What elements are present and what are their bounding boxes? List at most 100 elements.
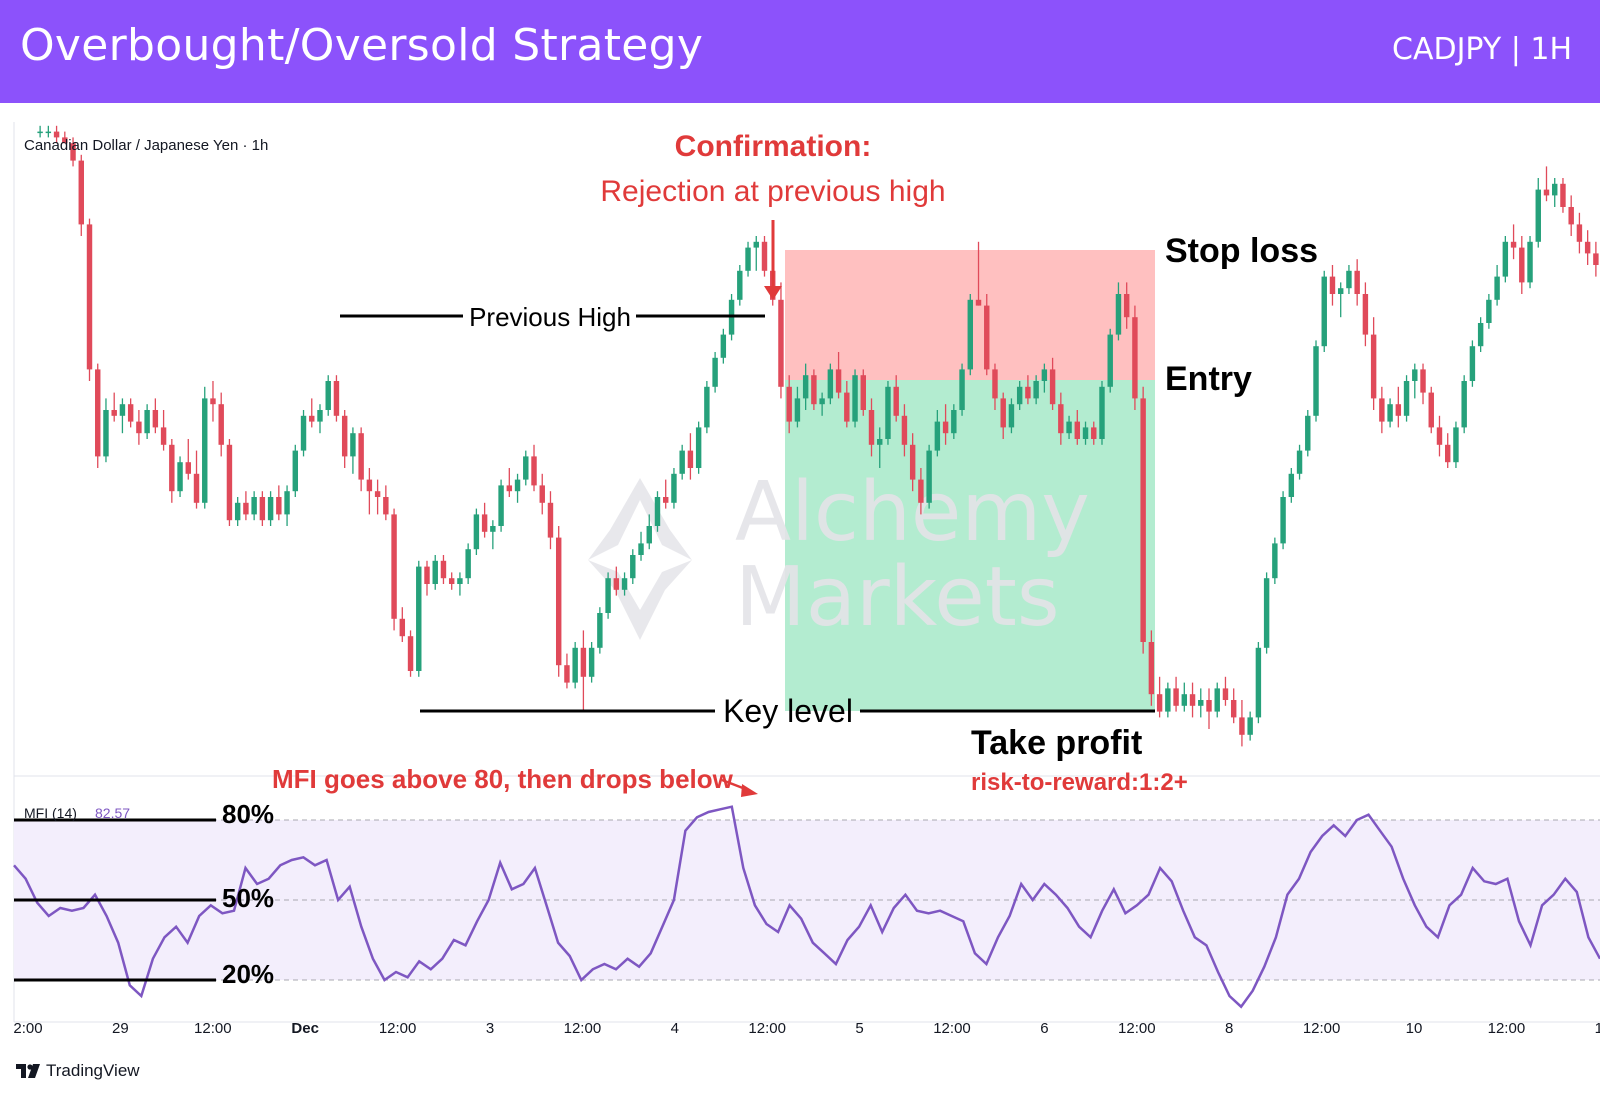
candlestick-series: [37, 125, 1599, 747]
candle-body: [86, 224, 93, 370]
candle-body: [555, 537, 562, 666]
candle-body: [1362, 294, 1369, 335]
candle-body: [868, 410, 875, 445]
candle-body: [786, 386, 792, 422]
candle-body: [325, 381, 331, 410]
candle-body: [333, 381, 340, 416]
candle-body: [877, 439, 883, 445]
candle-body: [506, 485, 513, 492]
watermark-line2: Markets: [735, 550, 1060, 645]
candle-body: [523, 456, 529, 480]
candle-body: [909, 444, 916, 480]
candle-body: [1502, 241, 1509, 277]
candle-body: [1560, 183, 1566, 207]
candle-body: [169, 444, 175, 492]
mfi-note: MFI goes above 80, then drops below: [272, 764, 734, 794]
x-tick-label: 29: [112, 1020, 129, 1037]
candle-body: [1379, 398, 1385, 422]
candle-body: [885, 386, 891, 439]
entry-label: Entry: [1165, 360, 1252, 398]
candle-body: [819, 398, 825, 405]
candle-body: [942, 421, 949, 434]
candle-body: [193, 473, 200, 503]
candle-body: [498, 485, 504, 526]
candle-body: [267, 497, 274, 521]
candle-body: [210, 398, 216, 405]
candle-body: [465, 549, 471, 579]
candle-body: [918, 479, 924, 503]
candle-body: [531, 456, 537, 486]
confirmation-title: Confirmation:: [675, 130, 872, 163]
candle-body: [1230, 700, 1237, 718]
mfi-level-label-50: 50%: [222, 883, 274, 913]
candle-body: [564, 665, 570, 683]
candle-body: [1321, 276, 1327, 347]
candle-body: [407, 636, 414, 671]
candle-body: [1058, 404, 1064, 434]
candle-body: [984, 305, 990, 370]
candle-body: [1584, 241, 1591, 254]
symbol-timeframe: CADJPY | 1H: [1392, 32, 1572, 67]
candle-body: [893, 386, 899, 416]
candle-body: [1239, 717, 1245, 735]
candle-body: [588, 647, 595, 677]
candle-body: [934, 421, 941, 451]
mfi-level-label-20: 20%: [222, 959, 274, 989]
tradingview-logo[interactable]: TradingView: [16, 1060, 140, 1082]
candle-body: [794, 398, 801, 422]
time-axis[interactable]: 2:00 29 12:00 Dec 12:00 3 12:00 4 12:00 5 12:00 6 12…: [13, 1020, 1600, 1037]
candle-body: [53, 131, 60, 138]
candle-body: [1395, 404, 1402, 416]
candle-body: [671, 473, 677, 503]
candle-body: [1428, 392, 1434, 428]
candle-body: [860, 375, 866, 410]
candle-body: [152, 410, 159, 428]
candle-body: [1222, 688, 1229, 700]
candle-body: [1181, 694, 1188, 706]
candle-body: [951, 410, 957, 434]
candle-body: [852, 375, 858, 422]
take-profit-label: Take profit: [971, 724, 1142, 762]
risk-reward-label: risk-to-reward:1:2+: [971, 769, 1188, 796]
x-tick-label: 5: [855, 1020, 863, 1037]
candle-body: [1469, 346, 1476, 381]
candle-body: [1370, 334, 1377, 399]
candle-body: [580, 647, 587, 677]
x-tick-label: 3: [486, 1020, 494, 1037]
candle-body: [811, 375, 817, 405]
candle-body: [1527, 241, 1533, 283]
candle-body: [317, 410, 323, 422]
candle-body: [1543, 189, 1550, 196]
candle-body: [1247, 717, 1253, 735]
candle-body: [448, 578, 455, 584]
candle-body: [62, 137, 68, 144]
x-tick-label: 12:00: [748, 1020, 786, 1037]
candle-body: [1403, 381, 1410, 416]
mfi-level-label-80: 80%: [222, 799, 274, 829]
x-tick-label: 12:00: [564, 1020, 602, 1037]
candle-body: [1123, 294, 1130, 318]
mfi-note-arrow-head: [741, 784, 758, 797]
candle-body: [1313, 346, 1319, 416]
key-level-label: Key level: [723, 693, 853, 729]
candle-body: [284, 491, 290, 515]
candle-body: [432, 560, 438, 584]
candle-body: [350, 433, 356, 457]
candle-body: [1305, 415, 1311, 451]
candle-body: [276, 497, 282, 515]
candle-body: [95, 369, 101, 457]
candle-body: [1510, 241, 1517, 248]
candle-body: [926, 450, 932, 503]
candle-body: [1033, 381, 1039, 399]
candle-body: [901, 415, 908, 445]
candle-body: [605, 578, 611, 613]
candle-body: [687, 450, 694, 468]
candle-body: [366, 479, 373, 492]
candle-body: [514, 479, 521, 492]
candle-body: [1535, 189, 1541, 242]
candle-body: [144, 410, 150, 434]
candle-body: [778, 299, 784, 387]
candle-body: [1552, 183, 1558, 196]
candle-body: [1436, 427, 1443, 445]
